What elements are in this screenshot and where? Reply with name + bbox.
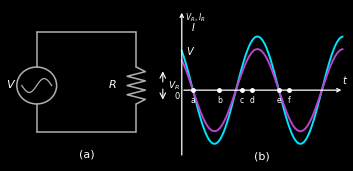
Text: V: V <box>6 81 14 90</box>
Text: R: R <box>109 81 117 90</box>
Text: f: f <box>288 96 291 105</box>
Text: I: I <box>192 23 195 33</box>
Text: (a): (a) <box>79 150 94 160</box>
Text: e: e <box>276 96 281 105</box>
Text: t: t <box>342 76 346 86</box>
Text: a: a <box>191 96 195 105</box>
Text: 0: 0 <box>174 93 180 102</box>
Text: V: V <box>186 47 193 57</box>
Text: (b): (b) <box>254 151 270 161</box>
Text: d: d <box>250 96 255 105</box>
Text: $V_R$: $V_R$ <box>168 79 180 92</box>
Text: c: c <box>240 96 244 105</box>
Text: b: b <box>217 96 222 105</box>
Text: $V_R, I_R$: $V_R, I_R$ <box>185 12 205 24</box>
